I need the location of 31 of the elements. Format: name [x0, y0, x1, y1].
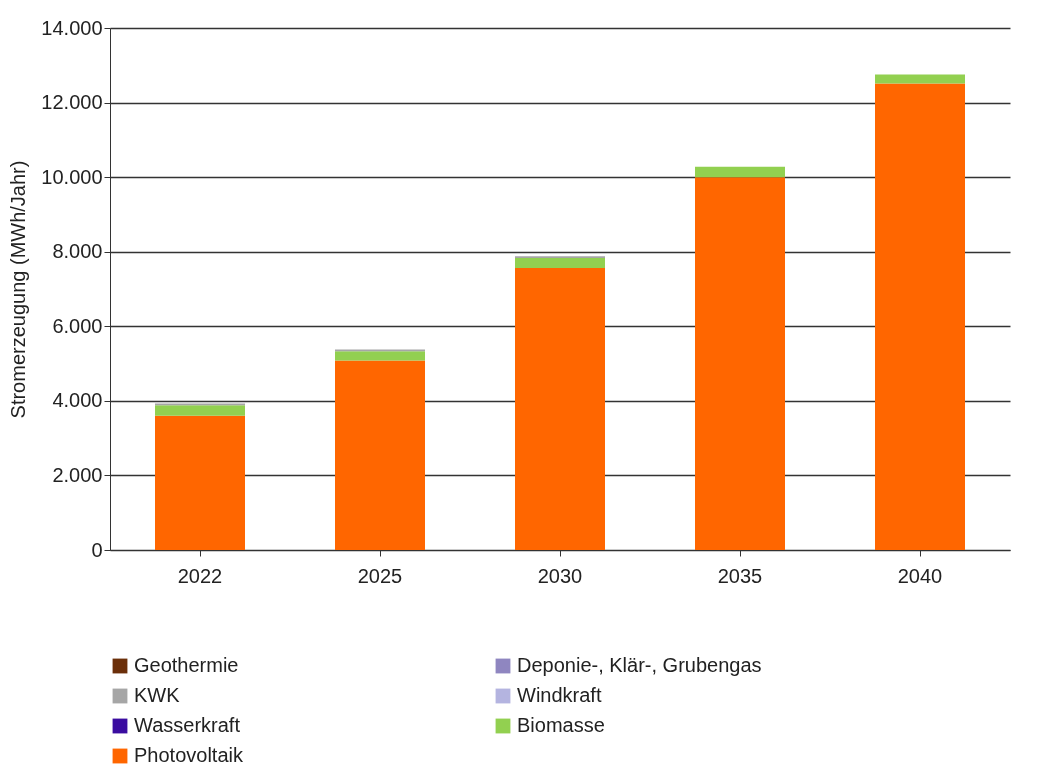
legend-label: Wasserkraft [134, 714, 241, 736]
y-tick-label: 14.000 [41, 16, 103, 39]
bar [335, 360, 425, 550]
x-tick-label: 2025 [357, 564, 403, 587]
y-tick-label: 6.000 [52, 314, 103, 337]
y-tick-label: 10.000 [41, 165, 103, 188]
y-tick-label: 4.000 [52, 389, 103, 412]
bar [515, 258, 605, 269]
legend-label: KWK [134, 684, 181, 706]
x-tick-label: 2035 [717, 564, 763, 587]
y-tick-label: 0 [91, 538, 103, 561]
bar [335, 351, 425, 361]
legend-label: Deponie-, Klär-, Grubengas [517, 654, 762, 676]
bar [515, 268, 605, 550]
legend-label: Windkraft [517, 684, 602, 706]
x-tick-label: 2040 [897, 564, 943, 587]
legend-label: Geothermie [134, 654, 239, 676]
bar [155, 415, 245, 550]
y-axis-title: Stromerzeugung (MWh/Jahr) [7, 160, 30, 419]
y-tick-label: 8.000 [52, 240, 103, 263]
bar [155, 405, 245, 416]
legend-label: Biomasse [517, 714, 605, 736]
x-tick-label: 2030 [537, 564, 583, 587]
bar [875, 83, 965, 550]
bar [695, 177, 785, 550]
x-tick-label: 2022 [177, 564, 223, 587]
bar [695, 166, 785, 178]
y-tick-label: 12.000 [41, 91, 103, 114]
y-tick-label: 2.000 [52, 463, 103, 486]
bar [875, 74, 965, 84]
legend-label: Photovoltaik [134, 744, 244, 766]
